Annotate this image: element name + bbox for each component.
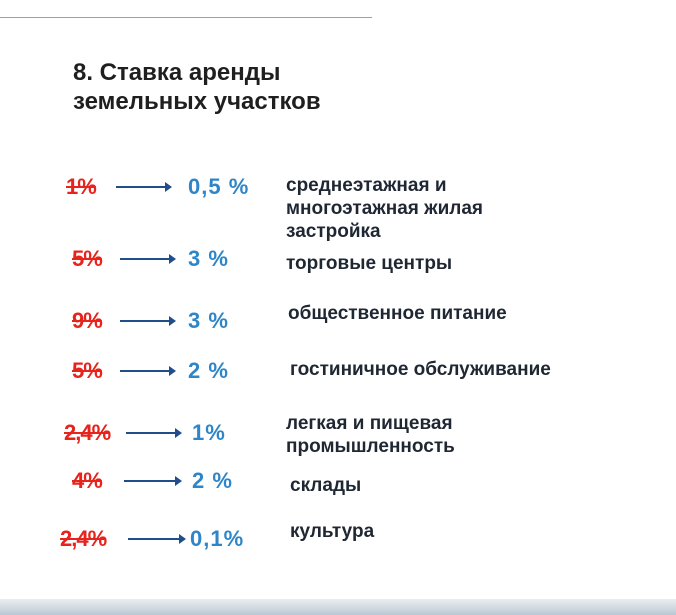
old-rate: 5% bbox=[72, 246, 103, 271]
land-use-label: торговые центры bbox=[286, 253, 453, 274]
old-rate: 2,4% bbox=[64, 420, 111, 445]
arrow-icon bbox=[116, 182, 172, 192]
rate-row-residential: 1% 0,5 % среднеэтажная и многоэтажная жи… bbox=[0, 174, 676, 242]
slide-title-line-2: земельных участков bbox=[73, 88, 321, 115]
slide-title-line-1: 8. Ставка аренды bbox=[73, 59, 281, 86]
land-use-label: общественное питание bbox=[288, 303, 507, 324]
arrow-icon bbox=[126, 428, 182, 438]
old-rate: 9% bbox=[72, 308, 103, 333]
old-rate: 5% bbox=[72, 358, 103, 383]
arrow-icon bbox=[120, 366, 176, 376]
old-rate: 1% bbox=[66, 174, 97, 199]
new-rate: 3 % bbox=[188, 246, 229, 271]
bottom-bar bbox=[0, 599, 676, 615]
slide-title: 8. Ставка аренды земельных участков bbox=[73, 58, 321, 116]
rate-row-shopping-centers: 5% 3 % торговые центры bbox=[0, 246, 676, 306]
land-use-label: склады bbox=[290, 475, 362, 496]
new-rate: 3 % bbox=[188, 308, 229, 333]
rate-row-light-food-industry: 2,4% 1% легкая и пищевая промышленность bbox=[0, 413, 676, 480]
land-use-label: культура bbox=[290, 521, 375, 542]
land-use-label: гостиничное обслуживание bbox=[290, 359, 551, 380]
arrow-icon bbox=[128, 534, 186, 544]
rate-row-culture: 2,4% 0,1% культура bbox=[0, 521, 676, 586]
arrow-icon bbox=[120, 316, 176, 326]
new-rate: 0,1% bbox=[190, 526, 245, 551]
old-rate: 2,4% bbox=[60, 526, 107, 551]
land-use-label: легкая и пищевая промышленность bbox=[286, 413, 455, 457]
old-rate: 4% bbox=[72, 468, 103, 493]
arrow-icon bbox=[124, 476, 182, 486]
new-rate: 1% bbox=[192, 420, 226, 445]
land-use-label: среднеэтажная и многоэтажная жилая застр… bbox=[286, 175, 484, 242]
rate-row-hospitality: 5% 2 % гостиничное обслуживание bbox=[0, 358, 676, 418]
top-divider bbox=[0, 17, 372, 18]
arrow-icon bbox=[120, 254, 176, 264]
new-rate: 2 % bbox=[188, 358, 229, 383]
rate-row-warehouses: 4% 2 % склады bbox=[0, 468, 676, 528]
new-rate: 0,5 % bbox=[188, 174, 250, 199]
rate-row-catering: 9% 3 % общественное питание bbox=[0, 303, 676, 368]
new-rate: 2 % bbox=[192, 468, 233, 493]
